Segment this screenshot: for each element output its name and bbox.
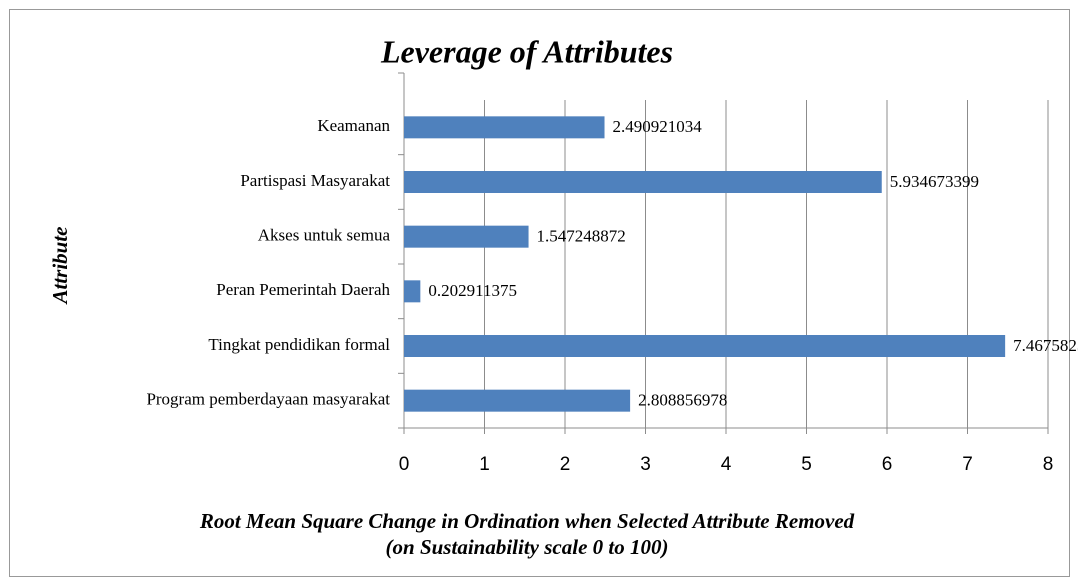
y-tick-label: Keamanan xyxy=(317,116,390,135)
x-tick-label: 6 xyxy=(882,454,893,475)
bar xyxy=(404,389,631,412)
x-tick-label: 7 xyxy=(962,454,973,475)
x-tick-label: 0 xyxy=(399,454,410,475)
chart-title: Leverage of Attributes xyxy=(380,33,673,69)
chart-border xyxy=(9,9,1070,577)
y-tick-label: Partispasi Masyarakat xyxy=(240,171,390,190)
x-tick-label: 8 xyxy=(1043,454,1054,475)
bar xyxy=(404,116,605,139)
x-tick-label: 5 xyxy=(801,454,812,475)
bar xyxy=(404,335,1006,357)
data-label: 0.202911375 xyxy=(428,281,517,300)
y-tick-label: Peran Pemerintah Daerah xyxy=(216,280,390,299)
data-label: 2.808856978 xyxy=(638,391,727,410)
bar xyxy=(404,225,529,248)
bar xyxy=(404,280,421,303)
x-axis-label: Root Mean Square Change in Ordination wh… xyxy=(199,509,855,533)
y-tick-label: Akses untuk semua xyxy=(258,226,391,245)
x-tick-label: 1 xyxy=(479,454,490,475)
data-label: 2.490921034 xyxy=(613,117,703,136)
data-label: 7.467582579 xyxy=(1013,336,1078,355)
x-tick-label: 4 xyxy=(721,454,732,475)
data-label: 1.547248872 xyxy=(537,227,626,246)
x-tick-label: 2 xyxy=(560,454,571,475)
x-tick-label: 3 xyxy=(640,454,651,475)
y-tick-label: Tingkat pendidikan formal xyxy=(208,335,390,354)
x-axis-label: (on Sustainability scale 0 to 100) xyxy=(386,535,669,559)
y-tick-label: Program pemberdayaan masyarakat xyxy=(146,390,390,409)
y-axis-label: Attribute xyxy=(48,226,72,305)
data-label: 5.934673399 xyxy=(890,172,979,191)
bar xyxy=(404,171,882,193)
